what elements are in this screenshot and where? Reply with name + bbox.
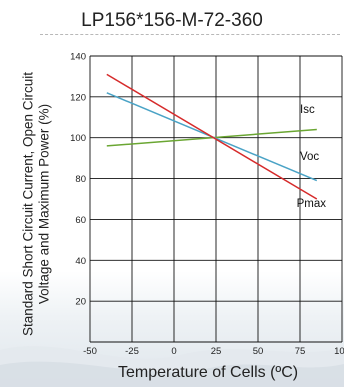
- y-axis-label-line-2: Voltage and Maximum Power (%): [36, 103, 52, 305]
- y-tick-label-3: 80: [75, 174, 86, 185]
- x-tick-label-5: 75: [295, 346, 306, 357]
- y-tick-label-6: 140: [70, 52, 86, 63]
- x-tick-label-2: 0: [171, 346, 176, 357]
- chart-title: LP156*156-M-72-360: [81, 10, 263, 31]
- series-line-pmax: [106, 73, 318, 200]
- x-tick-label-4: 50: [253, 346, 264, 357]
- background-wave-decoration: [0, 330, 344, 387]
- y-tick-label-1: 40: [75, 256, 86, 267]
- title-divider: [40, 34, 340, 35]
- x-tick-label-1: -25: [125, 346, 139, 357]
- x-tick-label-6: 100: [334, 346, 344, 357]
- x-tick-label-3: 25: [211, 346, 222, 357]
- y-tick-label-2: 60: [75, 215, 86, 226]
- y-tick-label-5: 120: [70, 92, 86, 103]
- series-label-isc: Isc: [300, 104, 315, 116]
- series-line-isc: [106, 128, 317, 147]
- y-tick-label-4: 100: [70, 133, 86, 144]
- x-axis-label: Temperature of Cells (ºC): [118, 364, 299, 381]
- x-tick-label-0: -50: [83, 346, 97, 357]
- series-label-pmax: Pmax: [297, 198, 327, 210]
- y-tick-label-0: 20: [75, 297, 86, 308]
- y-axis-label-line-1: Standard Short Circuit Current, Open Cir…: [20, 71, 36, 337]
- series-label-voc: Voc: [300, 151, 319, 163]
